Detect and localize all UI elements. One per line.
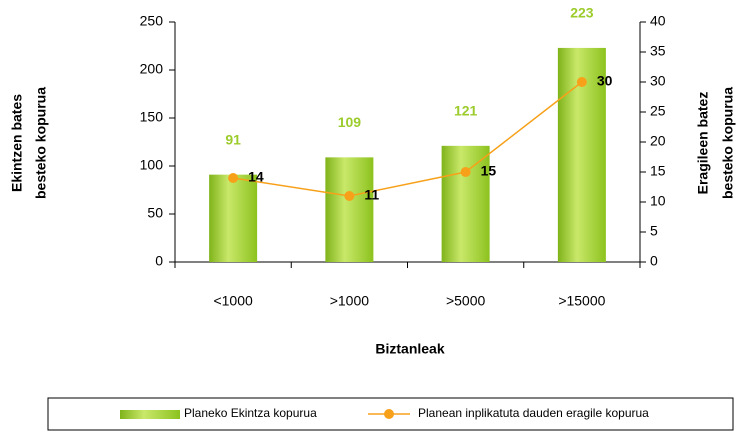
line-marker [576,77,587,87]
bar [325,157,374,262]
y2-tick-label: 0 [650,253,658,269]
y-tick-label: 100 [140,157,164,173]
y2-tick-label: 40 [650,13,666,29]
bar-value-label: 121 [454,103,478,119]
x-axis-label: Biztanleak [375,341,444,357]
x-tick-label: >5000 [446,293,486,309]
line-value-label: 30 [597,73,613,89]
y2-tick-label: 30 [650,73,666,89]
y2-axis-label: Eragileen batez [695,92,711,195]
y-tick-label: 250 [140,13,164,29]
bar-value-label: 109 [338,114,362,130]
line-marker [228,173,239,183]
bar-value-label: 91 [225,131,241,147]
x-tick-label: <1000 [213,293,253,309]
legend-swatch-marker [384,409,394,419]
y-tick-label: 0 [155,253,163,269]
bar [209,174,258,262]
y2-tick-label: 25 [650,103,666,119]
line [233,81,583,197]
line-value-label: 14 [248,169,264,185]
y-tick-label: 200 [140,61,164,77]
line-marker [344,191,355,201]
y-axis-label: besteko kopurua [33,87,49,199]
y2-tick-label: 20 [650,133,666,149]
line-value-label: 11 [364,187,379,203]
bar [441,145,490,262]
y2-tick-label: 5 [650,223,658,239]
legend-label: Planean inplikatuta dauden eragile kopur… [418,406,649,420]
y2-tick-label: 15 [650,163,666,179]
legend-swatch [120,410,180,419]
y-axis-label: Ekintzen bates [9,94,25,192]
legend-label: Planeko Ekintza kopurua [184,406,317,420]
x-tick-label: >15000 [558,293,605,309]
y-tick-label: 50 [147,205,163,221]
y2-axis-label: besteko kopurua [720,87,736,199]
y2-tick-label: 10 [650,193,666,209]
line-value-label: 15 [481,163,497,179]
bar-value-label: 223 [570,5,594,21]
y2-tick-label: 35 [650,43,666,59]
x-tick-label: >1000 [330,293,370,309]
y-tick-label: 150 [140,109,164,125]
line-marker [460,167,471,177]
